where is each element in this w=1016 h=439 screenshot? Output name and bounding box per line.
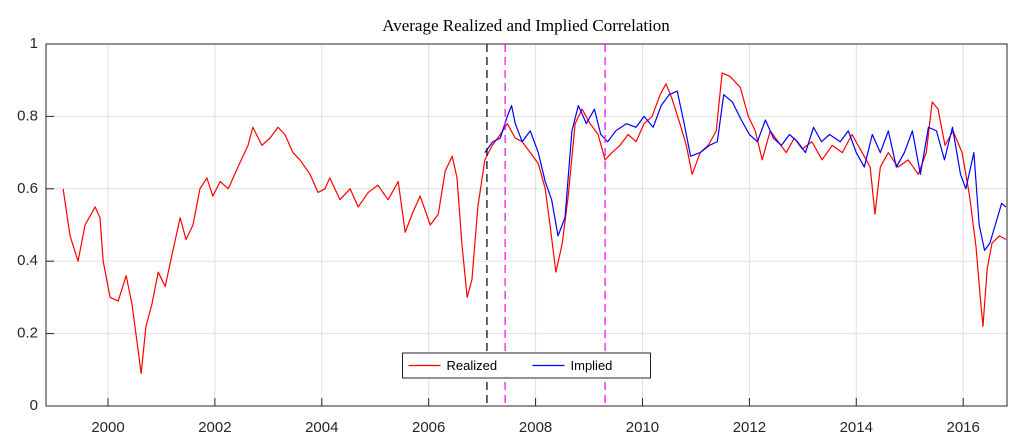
x-tick-label: 2006 (412, 419, 445, 436)
x-tick-label: 2010 (626, 419, 659, 436)
data-line (62, 72, 1007, 375)
legend-label: Implied (571, 358, 613, 373)
x-tick-label: 2002 (198, 419, 231, 436)
y-tick-label: 0.4 (17, 252, 38, 269)
y-tick-label: 0.8 (17, 107, 38, 124)
x-tick-label: 2014 (840, 419, 873, 436)
x-tick-label: 2004 (305, 419, 338, 436)
legend: Realized Implied (402, 352, 651, 379)
data-line (484, 90, 1007, 251)
y-tick-label: 0.6 (17, 180, 38, 197)
x-tick-label: 2012 (733, 419, 766, 436)
x-tick-label: 2016 (946, 419, 979, 436)
y-tick-label: 1 (30, 35, 38, 52)
legend-label: Realized (447, 358, 498, 373)
axes-box (45, 43, 1008, 407)
legend-box (402, 352, 651, 379)
y-tick-label: 0.2 (17, 325, 38, 342)
chart-title: Average Realized and Implied Correlation (382, 16, 670, 35)
x-tick-label: 2008 (519, 419, 552, 436)
x-tick-label: 2000 (91, 419, 124, 436)
y-tick-label: 0 (30, 397, 38, 414)
